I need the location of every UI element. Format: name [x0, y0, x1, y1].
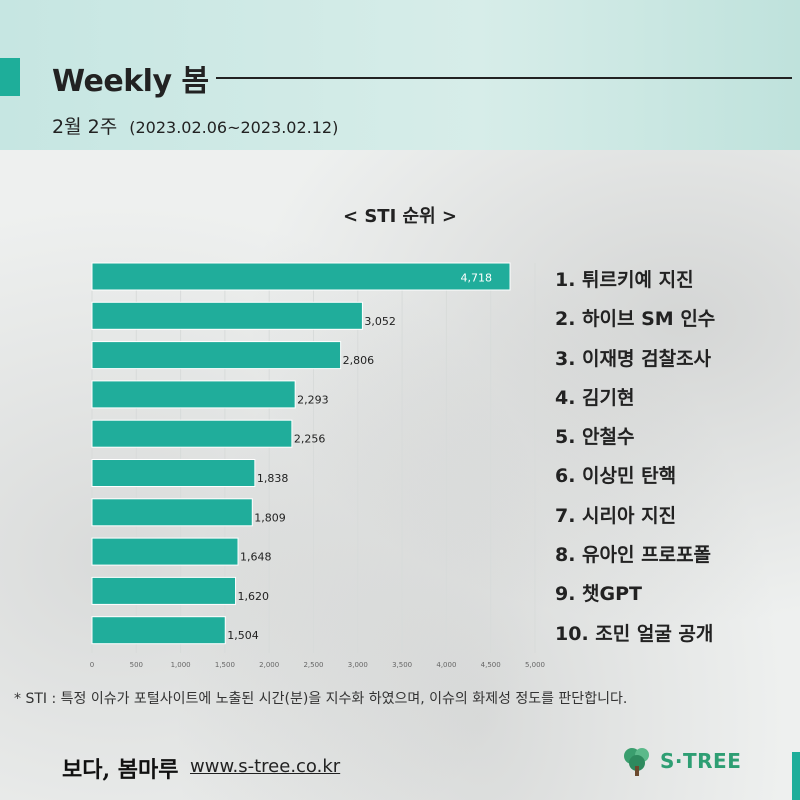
x-tick-label: 3,000 — [348, 661, 368, 669]
x-tick-label: 5,000 — [525, 661, 545, 669]
bar — [91, 301, 363, 330]
sti-bar-chart: 0 500 1,000 1,500 2,000 2,500 3,000 3,500 4,000 4… — [90, 262, 545, 669]
rank-item: 6. 이상민 탄핵 — [555, 465, 677, 488]
ranking-list: 1. 튀르키예 지진 2. 하이브 SM 인수 3. 이재명 검찰조사 4. 김기현 5… — [555, 264, 715, 657]
bar-value-label: 1,809 — [254, 511, 286, 524]
bar-value-label: 1,648 — [240, 551, 272, 564]
header-accent-bar — [0, 58, 20, 96]
title-divider — [216, 77, 792, 79]
bar-value-label: 2,806 — [343, 354, 375, 367]
rank-item: 2. 하이브 SM 인수 — [555, 308, 716, 331]
date-range: (2023.02.06~2023.02.12) — [129, 118, 339, 137]
bar — [91, 419, 293, 448]
bar-value-label: 1,620 — [238, 590, 269, 603]
bar-value-label: 2,293 — [297, 393, 329, 406]
tree-icon — [624, 748, 649, 776]
x-tick-label: 2,000 — [259, 661, 279, 669]
bar — [91, 459, 256, 487]
corner-accent-bar — [792, 752, 800, 800]
bar-value-label: 2,256 — [294, 433, 326, 446]
brand-name: S·TREE — [660, 749, 742, 773]
rank-item: 4. 김기현 — [555, 386, 635, 409]
bar — [91, 537, 239, 566]
bar-value-label: 4,718 — [461, 272, 493, 285]
x-tick-label: 3,500 — [392, 661, 412, 669]
bar — [91, 341, 342, 370]
stree-brand: S·TREE — [620, 744, 741, 778]
bar — [91, 616, 226, 645]
bommaru-logo: 보다, 봄마루 — [62, 757, 179, 783]
rank-item: 10. 조민 얼굴 공개 — [555, 622, 714, 645]
footnote: * STI : 특정 이슈가 포털사이트에 노출된 시간(분)을 지수화 하였으… — [14, 691, 628, 707]
rank-item: 5. 안철수 — [555, 426, 635, 449]
rank-item: 3. 이재명 검찰조사 — [555, 347, 712, 370]
x-tick-label: 2,500 — [303, 661, 323, 669]
x-tick-label: 0 — [90, 661, 94, 669]
bar — [91, 262, 511, 291]
website-link[interactable]: www.s-tree.co.kr — [190, 756, 341, 777]
bar — [91, 380, 296, 409]
header-banner — [0, 0, 800, 150]
x-tick-label: 4,000 — [436, 661, 456, 669]
bar — [91, 576, 237, 605]
bar-value-label: 1,504 — [227, 629, 259, 642]
bar-value-label: 1,838 — [257, 472, 289, 485]
bar — [91, 498, 253, 527]
rank-item: 8. 유아인 프로포폴 — [555, 544, 712, 567]
x-tick-label: 1,500 — [215, 661, 235, 669]
x-tick-label: 1,000 — [171, 661, 191, 669]
x-tick-label: 500 — [130, 661, 143, 669]
week-label: 2월 2주 — [52, 116, 118, 138]
rank-item: 9. 챗GPT — [555, 583, 643, 606]
rank-item: 7. 시리아 지진 — [555, 504, 677, 527]
subtitle: 2월 2주 (2023.02.06~2023.02.12) — [52, 112, 338, 139]
chart-title: < STI 순위 > — [342, 206, 458, 227]
page-title: Weekly 봄 — [52, 64, 209, 99]
x-tick-label: 4,500 — [481, 661, 501, 669]
rank-item: 1. 튀르키예 지진 — [555, 269, 694, 291]
bar-value-label: 3,052 — [364, 315, 396, 328]
